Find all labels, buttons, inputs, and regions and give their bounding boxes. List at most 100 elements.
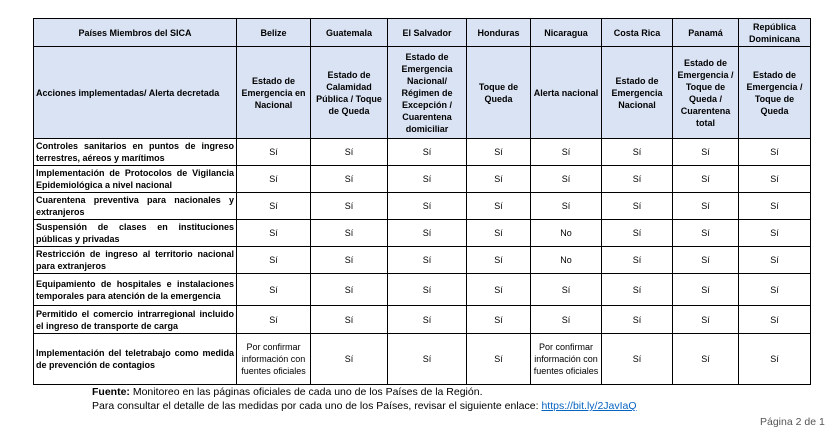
cell: Sí: [530, 138, 602, 166]
cell: Sí: [310, 192, 388, 220]
subheader-row: Acciones implementadas/ Alerta decretada…: [33, 46, 811, 139]
cell: Sí: [387, 138, 467, 166]
cell: Sí: [236, 246, 311, 274]
cell: Sí: [387, 333, 467, 385]
cell: Sí: [236, 165, 311, 193]
row-label: Acciones implementadas/ Alerta decretada: [33, 46, 237, 139]
cell: Sí: [387, 219, 467, 247]
cell: República Dominicana: [738, 18, 811, 47]
link-line: Para consultar el detalle de las medidas…: [92, 400, 637, 412]
cell: Sí: [387, 273, 467, 306]
source-line: Fuente: Monitoreo en las páginas oficial…: [92, 386, 483, 398]
cell: Estado de Emergencia Nacional: [601, 46, 673, 139]
cell: Sí: [738, 219, 811, 247]
body-row: Permitido el comercio intrarregional inc…: [33, 305, 811, 334]
cell: Sí: [672, 246, 739, 274]
cell: Sí: [672, 192, 739, 220]
cell: Sí: [530, 273, 602, 306]
cell: Sí: [466, 138, 531, 166]
body-row: Equipamiento de hospitales e instalacion…: [33, 273, 811, 306]
row-label: Implementación de Protocolos de Vigilanc…: [33, 165, 237, 193]
cell: Sí: [466, 219, 531, 247]
row-label: Cuarentena preventiva para nacionales y …: [33, 192, 237, 220]
cell: Sí: [601, 138, 673, 166]
link[interactable]: https://bit.ly/2JavIaQ: [541, 400, 637, 412]
cell: Sí: [387, 165, 467, 193]
cell: No: [530, 246, 602, 274]
body-row: Controles sanitarios en puntos de ingres…: [33, 138, 811, 166]
cell: Estado de Calamidad Pública / Toque de Q…: [310, 46, 388, 139]
cell: Sí: [672, 333, 739, 385]
cell: Estado de Emergencia Nacional/ Régimen d…: [387, 46, 467, 139]
cell: Sí: [387, 305, 467, 334]
cell: Sí: [738, 305, 811, 334]
cell: Sí: [738, 192, 811, 220]
cell: Sí: [530, 305, 602, 334]
row-label: Restricción de ingreso al territorio nac…: [33, 246, 237, 274]
cell: Sí: [530, 192, 602, 220]
page-number: Página 2 de 17: [760, 416, 825, 428]
cell: Sí: [466, 192, 531, 220]
cell: Sí: [310, 273, 388, 306]
row-label: Países Miembros del SICA: [33, 18, 237, 47]
cell: Sí: [738, 246, 811, 274]
cell: Sí: [236, 305, 311, 334]
row-label: Suspensión de clases en instituciones pú…: [33, 219, 237, 247]
cell: Sí: [236, 192, 311, 220]
body-row: Cuarentena preventiva para nacionales y …: [33, 192, 811, 220]
cell: Nicaragua: [530, 18, 602, 47]
cell: Sí: [601, 273, 673, 306]
row-label: Controles sanitarios en puntos de ingres…: [33, 138, 237, 166]
body-row: Implementación del teletrabajo como medi…: [33, 333, 811, 385]
source-text: Monitoreo en las páginas oficiales de ca…: [132, 386, 483, 398]
cell: Estado de Emergencia en Nacional: [236, 46, 311, 139]
cell: Sí: [236, 138, 311, 166]
cell: Sí: [236, 273, 311, 306]
cell: Sí: [601, 333, 673, 385]
cell: Panamá: [672, 18, 739, 47]
cell: Sí: [310, 219, 388, 247]
cell: Sí: [466, 165, 531, 193]
row-label: Equipamiento de hospitales e instalacion…: [33, 273, 237, 306]
cell: Sí: [310, 305, 388, 334]
cell: Sí: [738, 273, 811, 306]
cell: Costa Rica: [601, 18, 673, 47]
cell: Estado de Emergencia / Toque de Queda: [738, 46, 811, 139]
cell: Toque de Queda: [466, 46, 531, 139]
cell: No: [530, 219, 602, 247]
cell: Sí: [672, 305, 739, 334]
cell: Sí: [738, 333, 811, 385]
cell: Honduras: [466, 18, 531, 47]
cell: Sí: [466, 246, 531, 274]
body-row: Suspensión de clases en instituciones pú…: [33, 219, 811, 247]
cell: Belize: [236, 18, 311, 47]
cell: Sí: [466, 273, 531, 306]
cell: Sí: [672, 165, 739, 193]
link-intro: Para consultar el detalle de las medidas…: [92, 400, 539, 412]
cell: Sí: [530, 165, 602, 193]
cell: Alerta nacional: [530, 46, 602, 139]
cell: Sí: [466, 305, 531, 334]
cell: Sí: [601, 219, 673, 247]
cell: Sí: [310, 165, 388, 193]
cell: Sí: [310, 246, 388, 274]
cell: Sí: [387, 192, 467, 220]
cell: Sí: [236, 219, 311, 247]
cell: Estado de Emergencia / Toque de Queda / …: [672, 46, 739, 139]
row-label: Permitido el comercio intrarregional inc…: [33, 305, 237, 334]
measures-table: Países Miembros del SICA Belize Guatemala E…: [33, 18, 811, 385]
header-row: Países Miembros del SICA Belize Guatemala E…: [33, 18, 811, 47]
cell: Por confirmar información con fuentes of…: [530, 333, 602, 385]
cell: Sí: [738, 138, 811, 166]
cell: Sí: [672, 273, 739, 306]
row-label: Implementación del teletrabajo como medi…: [33, 333, 237, 385]
cell: Sí: [387, 246, 467, 274]
cell: Sí: [310, 138, 388, 166]
source-label: Fuente:: [92, 386, 130, 398]
cell: Sí: [738, 165, 811, 193]
cell: El Salvador: [387, 18, 467, 47]
cell: Sí: [601, 246, 673, 274]
cell: Sí: [310, 333, 388, 385]
cell: Sí: [672, 219, 739, 247]
